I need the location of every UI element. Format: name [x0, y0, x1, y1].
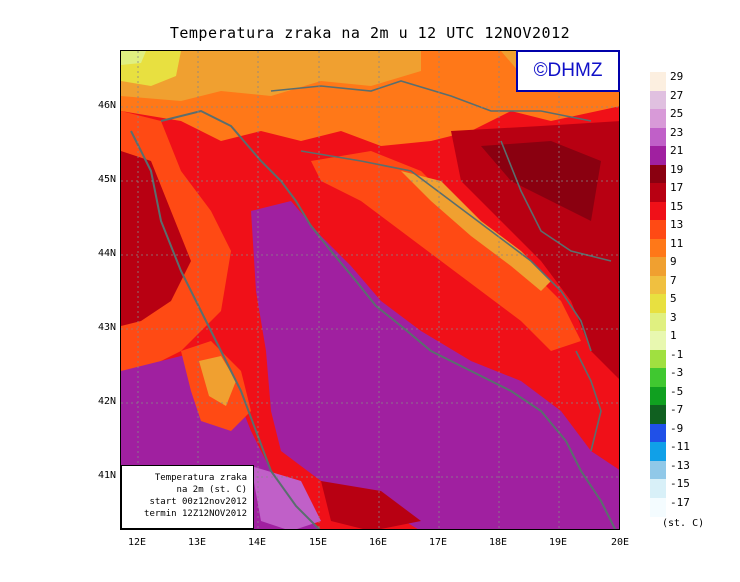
legend-label: 13 — [670, 218, 684, 231]
lat-label: 46N — [97, 100, 116, 111]
legend-swatch — [650, 72, 666, 91]
legend-label: -3 — [670, 366, 684, 379]
legend-label: -11 — [670, 440, 690, 453]
dhmz-logo: ©DHMZ — [516, 50, 620, 92]
legend-swatch — [650, 349, 666, 369]
bosnia-border — [300, 150, 592, 352]
legend-label: 17 — [670, 181, 684, 194]
legend-label: -5 — [670, 384, 684, 398]
lat-label: 44N — [97, 248, 116, 259]
adriatic-coastline — [160, 109, 617, 529]
legend-swatch — [650, 386, 666, 406]
legend-swatch — [650, 109, 666, 128]
dinaric-orange — [311, 151, 581, 351]
legend-label: 29 — [670, 70, 684, 83]
info-line-1: Temperatura zraka — [154, 473, 247, 483]
legend-swatch — [650, 164, 666, 184]
legend-swatch — [650, 312, 666, 332]
lat-label: 45N — [97, 174, 116, 185]
lon-label: 13E — [187, 537, 207, 548]
lon-label: 18E — [488, 537, 508, 548]
lat-label: 41N — [97, 470, 116, 481]
legend-swatch — [650, 146, 666, 165]
info-box: Temperatura zraka na 2m (st. C) start 00… — [121, 465, 254, 529]
legend-swatch — [650, 479, 666, 498]
legend-label: 9 — [670, 255, 677, 268]
legend-swatch — [650, 201, 666, 221]
legend-label: 27 — [670, 88, 684, 102]
lon-label: 12E — [127, 537, 147, 548]
gargano-yellow — [199, 356, 236, 406]
legend-swatch — [650, 460, 666, 480]
legend-swatch — [650, 238, 666, 258]
lon-label: 17E — [428, 537, 448, 548]
map-title: Temperatura zraka na 2m u 12 UTC 12NOV20… — [169, 24, 571, 42]
italy-red — [121, 151, 191, 326]
lon-label: 19E — [548, 537, 568, 548]
legend-label: 11 — [670, 236, 684, 250]
legend-swatch — [650, 368, 666, 387]
adriatic-sea — [251, 201, 619, 529]
legend-label: -17 — [670, 495, 690, 509]
legend-label: 23 — [670, 125, 684, 139]
legend-label: 3 — [670, 310, 677, 324]
legend-swatch — [650, 423, 666, 443]
legend-label: -15 — [670, 477, 690, 490]
legend-label: -13 — [670, 458, 690, 472]
montenegro-border — [575, 350, 602, 452]
dinaric-ridge — [401, 171, 551, 291]
legend-label: 1 — [670, 329, 677, 342]
info-line-3: start 00z12nov2012 — [149, 497, 247, 507]
lat-label: 43N — [97, 322, 116, 333]
legend-swatch — [650, 405, 666, 424]
legend-label: -1 — [670, 347, 684, 361]
lon-label: 14E — [247, 537, 267, 548]
legend-swatch — [650, 90, 666, 110]
legend-label: -9 — [670, 421, 684, 435]
info-line-2: na 2m (st. C) — [176, 485, 247, 495]
legend-swatch — [650, 183, 666, 202]
lon-label: 20E — [610, 537, 630, 548]
legend-label: 21 — [670, 144, 684, 157]
legend-label: 15 — [670, 199, 684, 213]
southern-red — [321, 481, 421, 529]
legend-label: -7 — [670, 403, 684, 416]
legend-swatch — [650, 442, 666, 461]
alpine-orange-zone — [121, 51, 421, 101]
legend-swatch — [650, 127, 666, 147]
info-line-4: termin 12Z12NOV2012 — [144, 509, 247, 519]
legend-swatch — [650, 275, 666, 295]
graticule — [121, 51, 619, 529]
lon-label: 15E — [308, 537, 328, 548]
legend-unit: (st. C) — [662, 518, 705, 529]
legend-swatch — [650, 497, 666, 517]
legend-label: 7 — [670, 273, 677, 287]
serbia-border — [500, 140, 612, 262]
map-canvas — [121, 51, 619, 529]
legend-swatch — [650, 257, 666, 276]
legend-label: 19 — [670, 162, 684, 176]
alpine-light-zone — [121, 51, 146, 65]
legend-label: 25 — [670, 107, 684, 120]
lon-label: 16E — [368, 537, 388, 548]
lat-label: 42N — [97, 396, 116, 407]
legend-swatch — [650, 331, 666, 350]
legend-swatch — [650, 220, 666, 239]
legend-swatch — [650, 294, 666, 313]
temperature-map — [120, 50, 620, 530]
italy-coastline — [130, 130, 321, 529]
legend-label: 5 — [670, 292, 677, 305]
north-border — [270, 80, 592, 122]
